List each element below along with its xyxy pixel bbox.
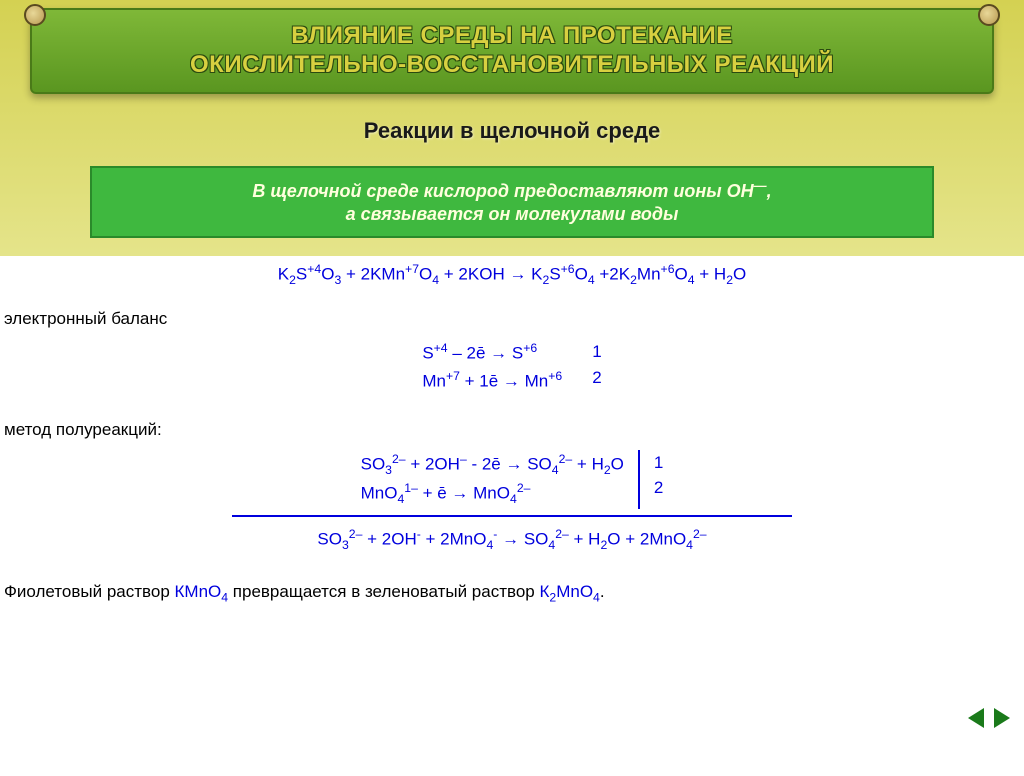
summation-rule <box>232 515 792 517</box>
half-reaction-sum: SO32– + 2OH- + 2MnO4- → SO42– + H2O + 2M… <box>317 527 706 552</box>
balance-coefficients: 12 <box>592 339 601 393</box>
info-box: В щелочной среде кислород предоставляют … <box>90 166 934 239</box>
info-line-2: а связывается он молекулами воды <box>346 204 679 224</box>
section-label-balance: электронный баланс <box>4 309 1020 329</box>
nav-arrows <box>968 708 1010 728</box>
content-area: K2S+4O3 + 2KMn+7O4 + 2KOH → K2S+6O4 +2K2… <box>0 256 1024 736</box>
half-reaction-coefficients: 12 <box>638 450 663 509</box>
info-line-1: В щелочной среде кислород предоставляют … <box>252 181 771 201</box>
balance-equations: S+4 – 2ē → S+6Mn+7 + 1ē → Mn+6 <box>422 339 562 393</box>
kmno4-formula: КMnO4 <box>175 582 229 601</box>
scroll-ornament-right <box>978 4 1000 26</box>
main-title: ВЛИЯНИЕ СРЕДЫ НА ПРОТЕКАНИЕ ОКИСЛИТЕЛЬНО… <box>52 22 972 80</box>
next-arrow-icon[interactable] <box>994 708 1010 728</box>
half-reactions-block: SO32– + 2OH– - 2ē → SO42– + H2OMnO41– + … <box>4 450 1020 552</box>
title-line-2: ОКИСЛИТЕЛЬНО-ВОССТАНОВИТЕЛЬНЫХ РЕАКЦИЙ <box>190 51 834 78</box>
prev-arrow-icon[interactable] <box>968 708 984 728</box>
conclusion-text: Фиолетовый раствор КMnO4 превращается в … <box>4 582 1020 604</box>
section-label-half: метод полуреакций: <box>4 420 1020 440</box>
title-banner: ВЛИЯНИЕ СРЕДЫ НА ПРОТЕКАНИЕ ОКИСЛИТЕЛЬНО… <box>30 8 994 94</box>
k2mno4-formula: К2MnO4 <box>539 582 599 601</box>
subtitle: Реакции в щелочной среде <box>0 118 1024 144</box>
title-line-1: ВЛИЯНИЕ СРЕДЫ НА ПРОТЕКАНИЕ <box>291 22 733 49</box>
half-reaction-equations: SO32– + 2OH– - 2ē → SO42– + H2OMnO41– + … <box>361 450 638 509</box>
main-equation: K2S+4O3 + 2KMn+7O4 + 2KOH → K2S+6O4 +2K2… <box>4 262 1020 287</box>
electron-balance-block: S+4 – 2ē → S+6Mn+7 + 1ē → Mn+6 12 <box>4 339 1020 393</box>
scroll-ornament-left <box>24 4 46 26</box>
